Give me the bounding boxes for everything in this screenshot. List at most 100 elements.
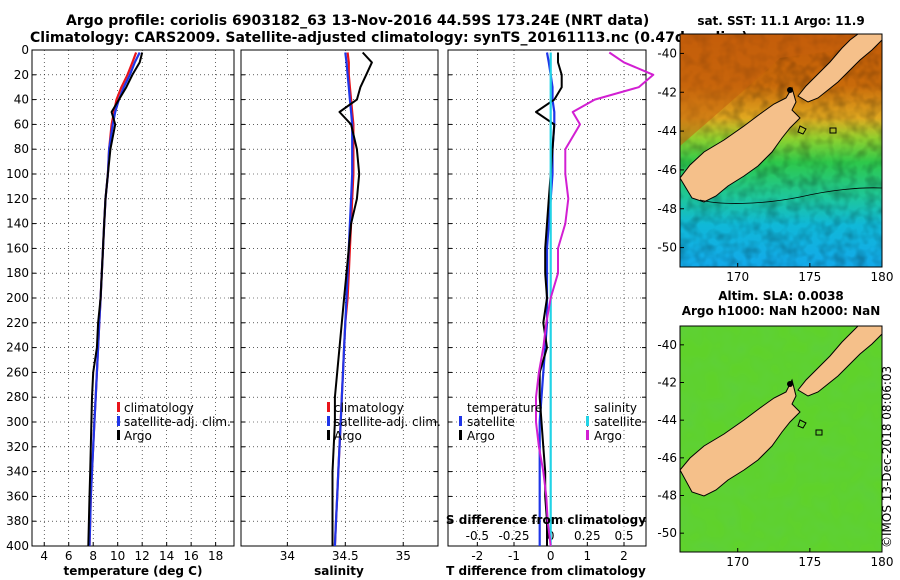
- lon-tick-label: 175: [798, 270, 821, 284]
- temperature-tick-labels: 4 6 8 10 12 14 16 18: [40, 549, 223, 563]
- difference-xlabel: T difference from climatology: [446, 564, 646, 578]
- lat-tick-label: -48: [657, 489, 677, 503]
- y-tick-label: 360: [6, 489, 29, 503]
- x-tick-label: -2: [471, 549, 483, 563]
- legend-climatology-swatch: [327, 402, 330, 412]
- legend-argo-swatch: [327, 430, 330, 440]
- legend-argo-label: Argo: [124, 429, 152, 443]
- x-top-tick-label: 0.5: [614, 529, 633, 543]
- salinity-grid: [241, 49, 438, 547]
- temperature-panel: 0 20 40 60 80 100 120 140 160 180 200 220 240 260 280 3…: [6, 43, 235, 578]
- x-tick-label: 18: [208, 549, 223, 563]
- warm-water-patch: [680, 34, 882, 146]
- x-tick-label: 6: [65, 549, 73, 563]
- legend-s-argo-swatch: [586, 430, 589, 440]
- salinity-axes-frame: [240, 49, 439, 547]
- y-tick-label: 200: [6, 291, 29, 305]
- y-tick-label: 300: [6, 415, 29, 429]
- x-tick-label: 34: [280, 549, 295, 563]
- legend-climatology-label: climatology: [334, 401, 404, 415]
- y-tick-label: 280: [6, 390, 29, 404]
- salinity-xlabel: salinity: [314, 564, 364, 578]
- x-tick-label: 35: [396, 549, 411, 563]
- x-top-tick-label: -0.5: [466, 529, 489, 543]
- lat-tick-label: -42: [657, 85, 677, 99]
- y-tick-label: 220: [6, 316, 29, 330]
- salinity-difference-tick-labels: -0.5 -0.25 0 0.25 0.5: [466, 529, 634, 543]
- y-tick-label: 100: [6, 167, 29, 181]
- lat-tick-label: -50: [657, 526, 677, 540]
- y-tick-label: 0: [21, 43, 29, 57]
- legend-temperature-title: temperature: [467, 401, 542, 415]
- x-tick-label: 12: [135, 549, 150, 563]
- title-line-1: Argo profile: coriolis 6903182_63 13-Nov…: [66, 13, 649, 29]
- salinity-series: [331, 51, 373, 547]
- temperature-series: [87, 52, 144, 547]
- x-tick-label: -1: [508, 549, 520, 563]
- x-tick-label: 8: [89, 549, 97, 563]
- legend-climatology-swatch: [117, 402, 120, 412]
- legend-s-satellite-label: satellite: [594, 415, 642, 429]
- lon-tick-label: 170: [726, 270, 749, 284]
- argo-float-marker: [787, 87, 793, 93]
- salinity-legend: climatology satellite-adj. clim. Argo: [327, 401, 441, 443]
- legend-t-argo-swatch: [459, 430, 462, 440]
- y-tick-label: 140: [6, 217, 29, 231]
- lat-tick-label: -46: [657, 451, 677, 465]
- difference-series: [535, 51, 655, 547]
- x-top-tick-label: 0.25: [574, 529, 601, 543]
- new-zealand-land: [680, 34, 882, 203]
- y-tick-label: 20: [14, 68, 29, 82]
- difference-tick-labels: -2 -1 0 1 2: [471, 549, 627, 563]
- sla-lon-tick-labels: 170 175 180: [726, 548, 893, 569]
- legend-argo-label: Argo: [334, 429, 362, 443]
- lon-tick-label: 180: [871, 270, 894, 284]
- lat-tick-label: -50: [657, 241, 677, 255]
- legend-t-satellite-swatch: [459, 416, 462, 426]
- x-tick-label: 14: [159, 549, 174, 563]
- sst-map-frame: [679, 33, 883, 268]
- y-tick-label: 340: [6, 465, 29, 479]
- sla-map-frame: [679, 325, 883, 553]
- series-argo: [87, 52, 144, 547]
- y-tick-label: 60: [14, 117, 29, 131]
- sla-map-title-1: Altim. SLA: 0.0038: [718, 289, 844, 303]
- x-tick-label: 1: [584, 549, 592, 563]
- y-tick-label: 120: [6, 192, 29, 206]
- credit-text: ©IMOS 13-Dec-2018 08:06:03: [880, 366, 894, 548]
- y-tick-label: 380: [6, 514, 29, 528]
- y-tick-label: 160: [6, 241, 29, 255]
- x-tick-label: 4: [40, 549, 48, 563]
- legend-satellite-swatch: [117, 416, 120, 426]
- y-tick-label: 400: [6, 539, 29, 553]
- difference-xlabel-top: S difference from climatology: [446, 513, 646, 527]
- y-tick-label: 80: [14, 142, 29, 156]
- x-top-tick-label: -0.25: [498, 529, 529, 543]
- sst-lat-tick-labels: -40 -42 -44 -46 -48 -50: [657, 46, 684, 255]
- temperature-legend: climatology satellite-adj. clim. Argo: [117, 401, 231, 443]
- y-tick-label: 260: [6, 365, 29, 379]
- temperature-grid: [32, 49, 234, 547]
- x-tick-label: 10: [110, 549, 125, 563]
- lat-tick-label: -42: [657, 376, 677, 390]
- lat-tick-label: -48: [657, 202, 677, 216]
- difference-legend: temperature satellite Argo salinity sate…: [459, 401, 642, 443]
- lat-tick-label: -46: [657, 163, 677, 177]
- lat-tick-label: -40: [657, 338, 677, 352]
- difference-panel: -2 -1 0 1 2 -0.5 -0.25 0 0.25 0.5 T difference f…: [446, 49, 655, 578]
- series-salinity-argo: [535, 51, 655, 547]
- new-zealand-land: [680, 326, 882, 497]
- legend-satellite-label: satellite-adj. clim.: [124, 415, 231, 429]
- salinity-panel: 34 34.5 35 salinity climatology satellite-…: [240, 49, 441, 578]
- x-tick-label: 34.5: [332, 549, 359, 563]
- legend-t-argo-label: Argo: [467, 429, 495, 443]
- salinity-tick-labels: 34 34.5 35: [280, 549, 411, 563]
- lon-tick-label: 180: [871, 555, 894, 569]
- series-temperature-argo: [535, 52, 563, 546]
- x-tick-label: 2: [620, 549, 628, 563]
- legend-s-argo-label: Argo: [594, 429, 622, 443]
- sla-map: Altim. SLA: 0.0038 Argo h1000: NaN h2000…: [657, 289, 893, 569]
- legend-satellite-swatch: [327, 416, 330, 426]
- depth-tick-labels: 0 20 40 60 80 100 120 140 160 180 200 220 240 260 280 3…: [6, 43, 29, 553]
- lon-tick-label: 175: [798, 555, 821, 569]
